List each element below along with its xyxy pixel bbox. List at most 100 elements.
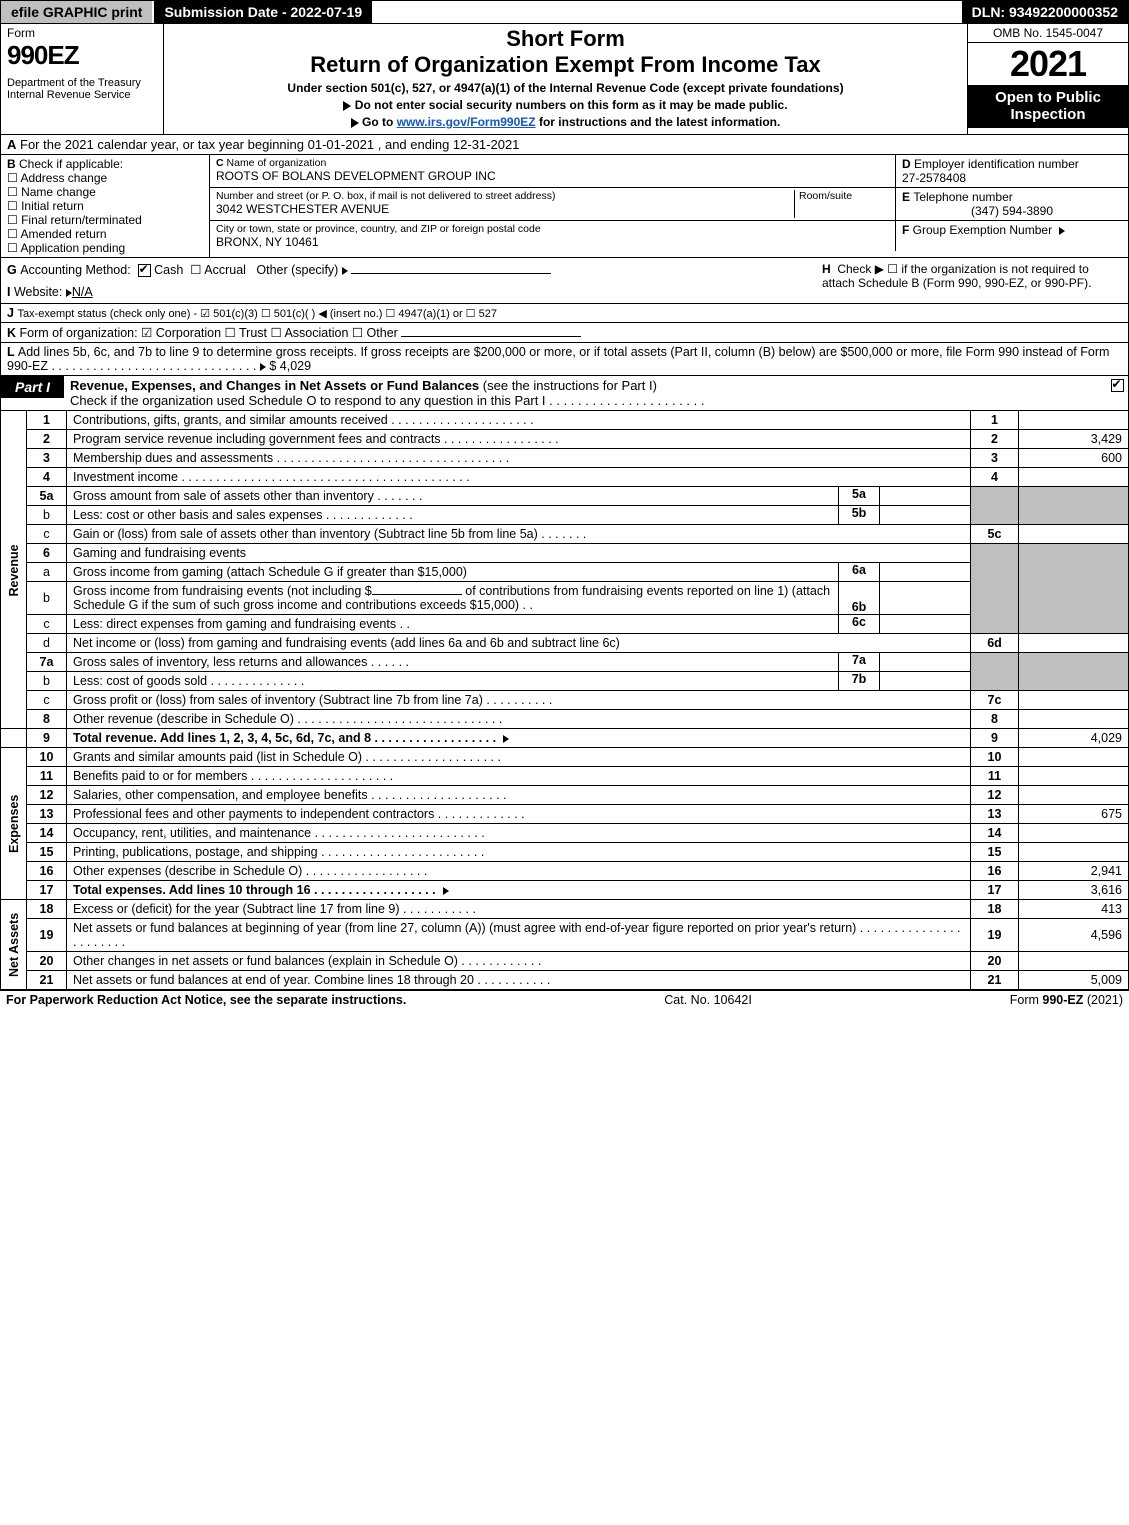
j-text: Tax-exempt status (check only one) - ☑ 5…	[17, 308, 497, 320]
chk-final-label: Final return/terminated	[21, 213, 142, 227]
line-amount: 4,596	[1019, 919, 1129, 952]
grey-cell	[1019, 653, 1129, 691]
line-num: 5a	[27, 487, 67, 506]
line-amount	[1019, 468, 1129, 487]
line-label: 7c	[971, 691, 1019, 710]
arrow-icon	[503, 735, 509, 743]
line-amount: 675	[1019, 805, 1129, 824]
line-label: 8	[971, 710, 1019, 729]
line-num: 8	[27, 710, 67, 729]
arrow-icon	[260, 363, 266, 371]
line-num: 12	[27, 786, 67, 805]
part1-checkbox[interactable]	[1106, 376, 1128, 394]
line-label: 2	[971, 430, 1019, 449]
line-desc: Salaries, other compensation, and employ…	[67, 786, 971, 805]
chk-cash[interactable]	[138, 264, 151, 277]
chk-name[interactable]: ☐ Name change	[7, 185, 203, 199]
line-amount	[1019, 786, 1129, 805]
line-label: 1	[971, 411, 1019, 430]
line-desc: Net income or (loss) from gaming and fun…	[67, 634, 971, 653]
grey-cell	[1019, 487, 1129, 525]
other-label: Other (specify)	[256, 263, 338, 277]
line-desc: Gross sales of inventory, less returns a…	[67, 653, 971, 672]
line-amount: 600	[1019, 449, 1129, 468]
line-desc: Grants and similar amounts paid (list in…	[67, 748, 971, 767]
line-desc: Less: cost of goods sold . . . . . . . .…	[67, 672, 971, 691]
line-label: 17	[971, 881, 1019, 900]
room-label: Room/suite	[794, 190, 889, 218]
line-amount	[1019, 634, 1129, 653]
line-num: 3	[27, 449, 67, 468]
efile-print-button[interactable]: efile GRAPHIC print	[1, 1, 154, 23]
chk-pending[interactable]: ☐ Application pending	[7, 241, 203, 255]
line-label: 20	[971, 952, 1019, 971]
chk-initial[interactable]: ☐ Initial return	[7, 199, 203, 213]
line-desc: Excess or (deficit) for the year (Subtra…	[67, 900, 971, 919]
line-num: 7a	[27, 653, 67, 672]
part1-sub: (see the instructions for Part I)	[483, 378, 657, 393]
catalog-number: Cat. No. 10642I	[664, 993, 752, 1007]
line-label: 5c	[971, 525, 1019, 544]
line-num: a	[27, 563, 67, 582]
line-num: 6	[27, 544, 67, 563]
line-amount	[1019, 767, 1129, 786]
chk-pending-label: Application pending	[20, 241, 125, 255]
chk-final[interactable]: ☐ Final return/terminated	[7, 213, 203, 227]
line-label: 9	[971, 729, 1019, 748]
cash-label: Cash	[154, 263, 183, 277]
return-title: Return of Organization Exempt From Incom…	[170, 52, 961, 78]
line-num: 14	[27, 824, 67, 843]
section-g: G Accounting Method: Cash ☐ Accrual Othe…	[7, 262, 822, 277]
tax-year: 2021	[968, 43, 1128, 85]
phone-value: (347) 594-3890	[902, 204, 1122, 218]
chk-address[interactable]: ☐ Address change	[7, 171, 203, 185]
header-left: Form 990EZ Department of the Treasury In…	[1, 24, 164, 134]
line-num: 4	[27, 468, 67, 487]
line-num: 9	[27, 729, 67, 748]
header-mid: Short Form Return of Organization Exempt…	[164, 24, 968, 134]
g-label: Accounting Method:	[20, 263, 131, 277]
grey-cell	[971, 653, 1019, 691]
line-amount	[1019, 748, 1129, 767]
open-to-public: Open to Public Inspection	[968, 85, 1128, 128]
accrual-label: Accrual	[204, 263, 246, 277]
line-num: 16	[27, 862, 67, 881]
line-num: 17	[27, 881, 67, 900]
omb-number: OMB No. 1545-0047	[968, 24, 1128, 43]
header-right: OMB No. 1545-0047 2021 Open to Public In…	[968, 24, 1128, 134]
city-label: City or town, state or province, country…	[216, 223, 889, 235]
chk-address-label: Address change	[20, 171, 107, 185]
block-g-h: G Accounting Method: Cash ☐ Accrual Othe…	[0, 258, 1129, 304]
line-desc: Net assets or fund balances at beginning…	[67, 919, 971, 952]
part1-check: Check if the organization used Schedule …	[70, 393, 704, 408]
website-value: N/A	[72, 285, 93, 299]
section-e: E Telephone number (347) 594-3890	[896, 188, 1128, 220]
line-desc: Program service revenue including govern…	[67, 430, 971, 449]
form-header: Form 990EZ Department of the Treasury In…	[0, 24, 1129, 135]
department-label: Department of the Treasury Internal Reve…	[7, 77, 157, 101]
line-label: 12	[971, 786, 1019, 805]
line-amount	[1019, 710, 1129, 729]
line-a-text: For the 2021 calendar year, or tax year …	[20, 137, 519, 152]
line-label: 10	[971, 748, 1019, 767]
grey-cell	[971, 544, 1019, 634]
line-num: c	[27, 691, 67, 710]
line-desc: Less: direct expenses from gaming and fu…	[67, 615, 971, 634]
goto-pre: Go to	[362, 115, 397, 129]
line-num: 2	[27, 430, 67, 449]
line-desc: Total revenue. Add lines 1, 2, 3, 4, 5c,…	[67, 729, 971, 748]
line-desc: Gain or (loss) from sale of assets other…	[67, 525, 971, 544]
line-desc: Gross income from gaming (attach Schedul…	[67, 563, 971, 582]
arrow-icon	[342, 267, 348, 275]
line-desc: Less: cost or other basis and sales expe…	[67, 506, 971, 525]
section-cde: C Name of organization ROOTS OF BOLANS D…	[210, 155, 1128, 257]
c-name-label: Name of organization	[227, 157, 327, 169]
chk-amended[interactable]: ☐ Amended return	[7, 227, 203, 241]
arrow-icon	[351, 118, 359, 128]
irs-link[interactable]: www.irs.gov/Form990EZ	[397, 115, 536, 129]
line-label: 19	[971, 919, 1019, 952]
arrow-icon	[1059, 227, 1065, 235]
line-num: b	[27, 506, 67, 525]
line-label: 13	[971, 805, 1019, 824]
arrow-icon	[343, 101, 351, 111]
